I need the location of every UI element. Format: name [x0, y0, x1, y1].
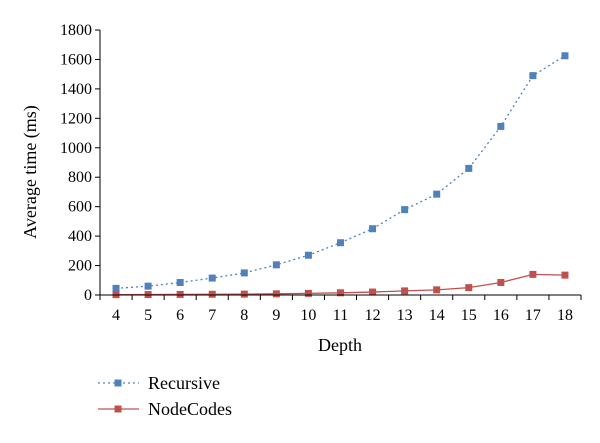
legend-marker-nodecodes [114, 405, 122, 413]
data-point-nodecodes [337, 289, 344, 297]
data-point-recursive [272, 261, 280, 269]
y-axis: 0 200 400 600 800 1000 1200 1400 1600 1800 [60, 22, 101, 304]
x-tick-label: 15 [461, 307, 477, 324]
y-tick-label: 800 [68, 169, 92, 186]
x-tick-label: 4 [112, 307, 120, 324]
x-axis-title: Depth [318, 335, 362, 355]
y-tick-label: 0 [84, 287, 92, 304]
legend-item-recursive: Recursive [98, 373, 220, 393]
data-point-recursive [465, 164, 473, 172]
x-tick-label: 11 [333, 307, 348, 324]
y-tick-label: 600 [68, 199, 92, 216]
legend: Recursive NodeCodes [98, 373, 232, 419]
data-point-nodecodes [304, 289, 312, 297]
y-tick-label: 1800 [60, 22, 92, 39]
series-recursive [112, 52, 569, 292]
data-point-nodecodes [529, 270, 537, 278]
data-point-recursive [144, 282, 152, 290]
x-tick-label: 16 [493, 307, 509, 324]
data-point-recursive [561, 52, 569, 60]
x-tick-label: 5 [144, 307, 152, 324]
x-tick-label: 12 [365, 307, 381, 324]
x-tick-label: 10 [300, 307, 316, 324]
data-point-nodecodes [176, 290, 184, 298]
series-line-recursive [115, 55, 566, 290]
legend-marker-recursive [114, 379, 122, 387]
data-point-nodecodes [497, 278, 505, 286]
data-point-nodecodes [240, 290, 248, 298]
data-point-recursive [240, 269, 248, 277]
y-tick-label: 400 [68, 228, 92, 245]
legend-label-recursive: Recursive [148, 373, 220, 393]
data-point-recursive [369, 225, 377, 233]
x-tick-label: 6 [176, 307, 184, 324]
x-tick-label: 18 [557, 307, 573, 324]
y-tick-label: 1400 [60, 81, 92, 98]
data-point-recursive [497, 122, 505, 130]
y-axis-title: Average time (ms) [20, 105, 41, 239]
data-point-nodecodes [272, 290, 280, 298]
x-tick-label: 7 [208, 307, 216, 324]
plot-area [112, 52, 569, 299]
data-point-recursive [401, 206, 409, 214]
legend-item-nodecodes: NodeCodes [98, 399, 232, 419]
data-point-nodecodes [465, 284, 473, 292]
data-point-recursive [304, 251, 312, 259]
legend-label-nodecodes: NodeCodes [148, 399, 232, 419]
data-point-recursive [112, 284, 120, 292]
data-point-recursive [529, 72, 537, 80]
data-point-recursive [433, 190, 441, 198]
y-tick-label: 200 [68, 258, 92, 275]
x-tick-label: 9 [272, 307, 280, 324]
x-tick-label: 13 [397, 307, 413, 324]
data-point-nodecodes [561, 271, 569, 279]
x-tick-label: 17 [525, 307, 541, 324]
y-tick-label: 1600 [60, 51, 92, 68]
data-point-recursive [337, 239, 344, 247]
data-point-nodecodes [369, 288, 377, 296]
data-point-recursive [208, 274, 216, 282]
data-point-nodecodes [208, 290, 216, 298]
data-point-nodecodes [401, 287, 409, 295]
x-tick-label: 8 [240, 307, 248, 324]
y-tick-label: 1200 [60, 110, 92, 127]
data-point-recursive [176, 278, 184, 286]
data-point-nodecodes [433, 286, 441, 294]
y-tick-label: 1000 [60, 140, 92, 157]
x-tick-label: 14 [429, 307, 445, 324]
x-axis: 4 5 6 7 8 9 10 11 12 13 14 15 16 17 18 [99, 294, 582, 324]
